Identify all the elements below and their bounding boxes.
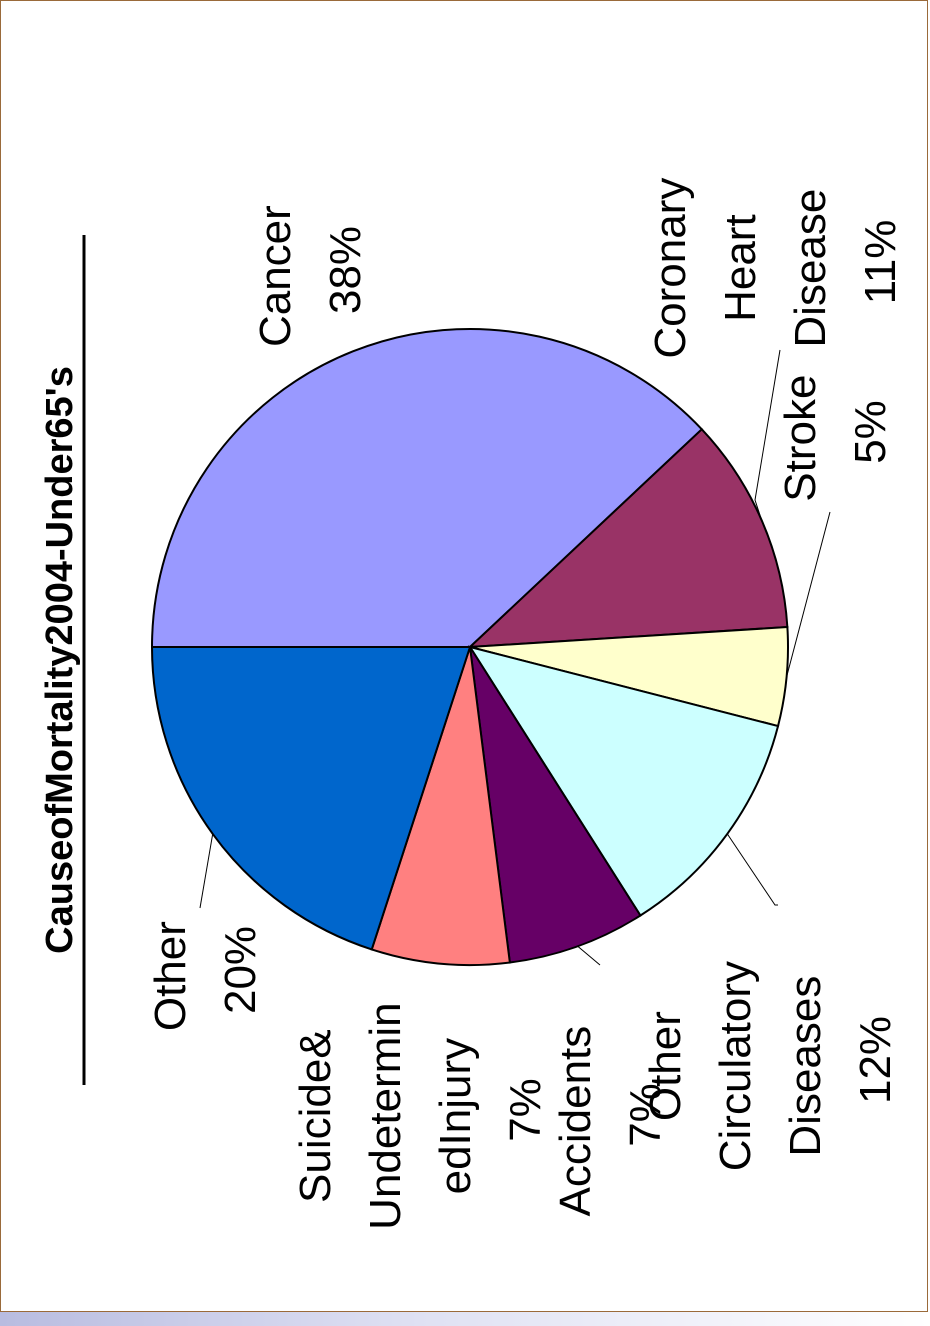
- svg-text:Suicide& Undetermin: Suicide& Undetermin edInjury 7%: [291, 990, 550, 1230]
- chart-title: CauseofMortality2004-Under65's: [39, 366, 81, 954]
- chart-title-group: CauseofMortality2004-Under65's: [39, 235, 86, 1085]
- label-cancer: Cancer 38%: [251, 193, 370, 347]
- label-suicide-line3: edInjury: [431, 1038, 480, 1195]
- svg-text:Cancer 38%: Cancer 38%: [251, 193, 370, 347]
- label-othercirc-line3: Diseases: [781, 976, 830, 1157]
- leader-line-6: [199, 833, 214, 909]
- svg-text:Accidents 7%: Accidents 7%: [551, 1014, 670, 1217]
- label-suicide-pct: 7%: [501, 1078, 550, 1142]
- label-coronary-pct: 11%: [856, 220, 905, 305]
- pie-slice-other-circulatory-diseases: [467, 645, 780, 917]
- label-suicide-line2: Undetermin: [361, 1002, 410, 1229]
- leader-line-4: [577, 945, 601, 966]
- leader-lines: [199, 349, 831, 966]
- pie-slices: [150, 328, 789, 966]
- label-other-circulatory-diseases: Other Circulatory Diseases 12%: [641, 949, 900, 1172]
- label-coronary-heart-disease: Coronary Heart Disease 11%: [646, 165, 905, 359]
- label-coronary-line3: Disease: [786, 189, 835, 348]
- label-accidents-pct: 7%: [621, 1083, 670, 1147]
- label-other-pct: 20%: [216, 926, 265, 1014]
- label-coronary-line1: Coronary: [646, 178, 695, 359]
- label-coronary-line2: Heart: [716, 214, 765, 322]
- svg-text:Other 20%: Other 20%: [146, 909, 265, 1031]
- leader-line-2: [786, 511, 831, 678]
- label-stroke-name: Stroke: [776, 375, 825, 502]
- label-accidents: Accidents 7%: [551, 1014, 670, 1217]
- label-stroke: Stroke 5%: [776, 362, 895, 502]
- svg-text:Stroke 5%: Stroke 5%: [776, 362, 895, 501]
- label-othercirc-pct: 12%: [851, 1016, 900, 1104]
- pie-slice-suicide-undetermin-edinjury: [370, 646, 511, 966]
- label-stroke-pct: 5%: [846, 400, 895, 464]
- svg-text:Other Circulatory: Other Circulatory Diseases 12%: [641, 949, 900, 1172]
- leader-line-1: [754, 349, 781, 521]
- slide-bottom-gradient-bar: [0, 1312, 930, 1326]
- pie-slice-other: [150, 646, 472, 951]
- label-accidents-name: Accidents: [551, 1026, 600, 1217]
- label-othercirc-line2: Circulatory: [711, 961, 760, 1171]
- svg-text:Coronary Heart Dis: Coronary Heart Disease 11%: [646, 165, 905, 358]
- label-suicide-undetermined-injury: Suicide& Undetermin edInjury 7%: [291, 990, 550, 1230]
- label-suicide-line1: Suicide&: [291, 1029, 340, 1203]
- leader-line-3: [726, 833, 778, 906]
- label-othercirc-line1: Other: [641, 1011, 690, 1121]
- pie-slice-cancer: [150, 328, 704, 648]
- label-cancer-name: Cancer: [251, 205, 300, 347]
- pie-slice-coronary-heart-disease: [467, 427, 789, 649]
- label-other-name: Other: [146, 921, 195, 1031]
- label-cancer-pct: 38%: [321, 226, 370, 314]
- label-other: Other 20%: [146, 909, 265, 1031]
